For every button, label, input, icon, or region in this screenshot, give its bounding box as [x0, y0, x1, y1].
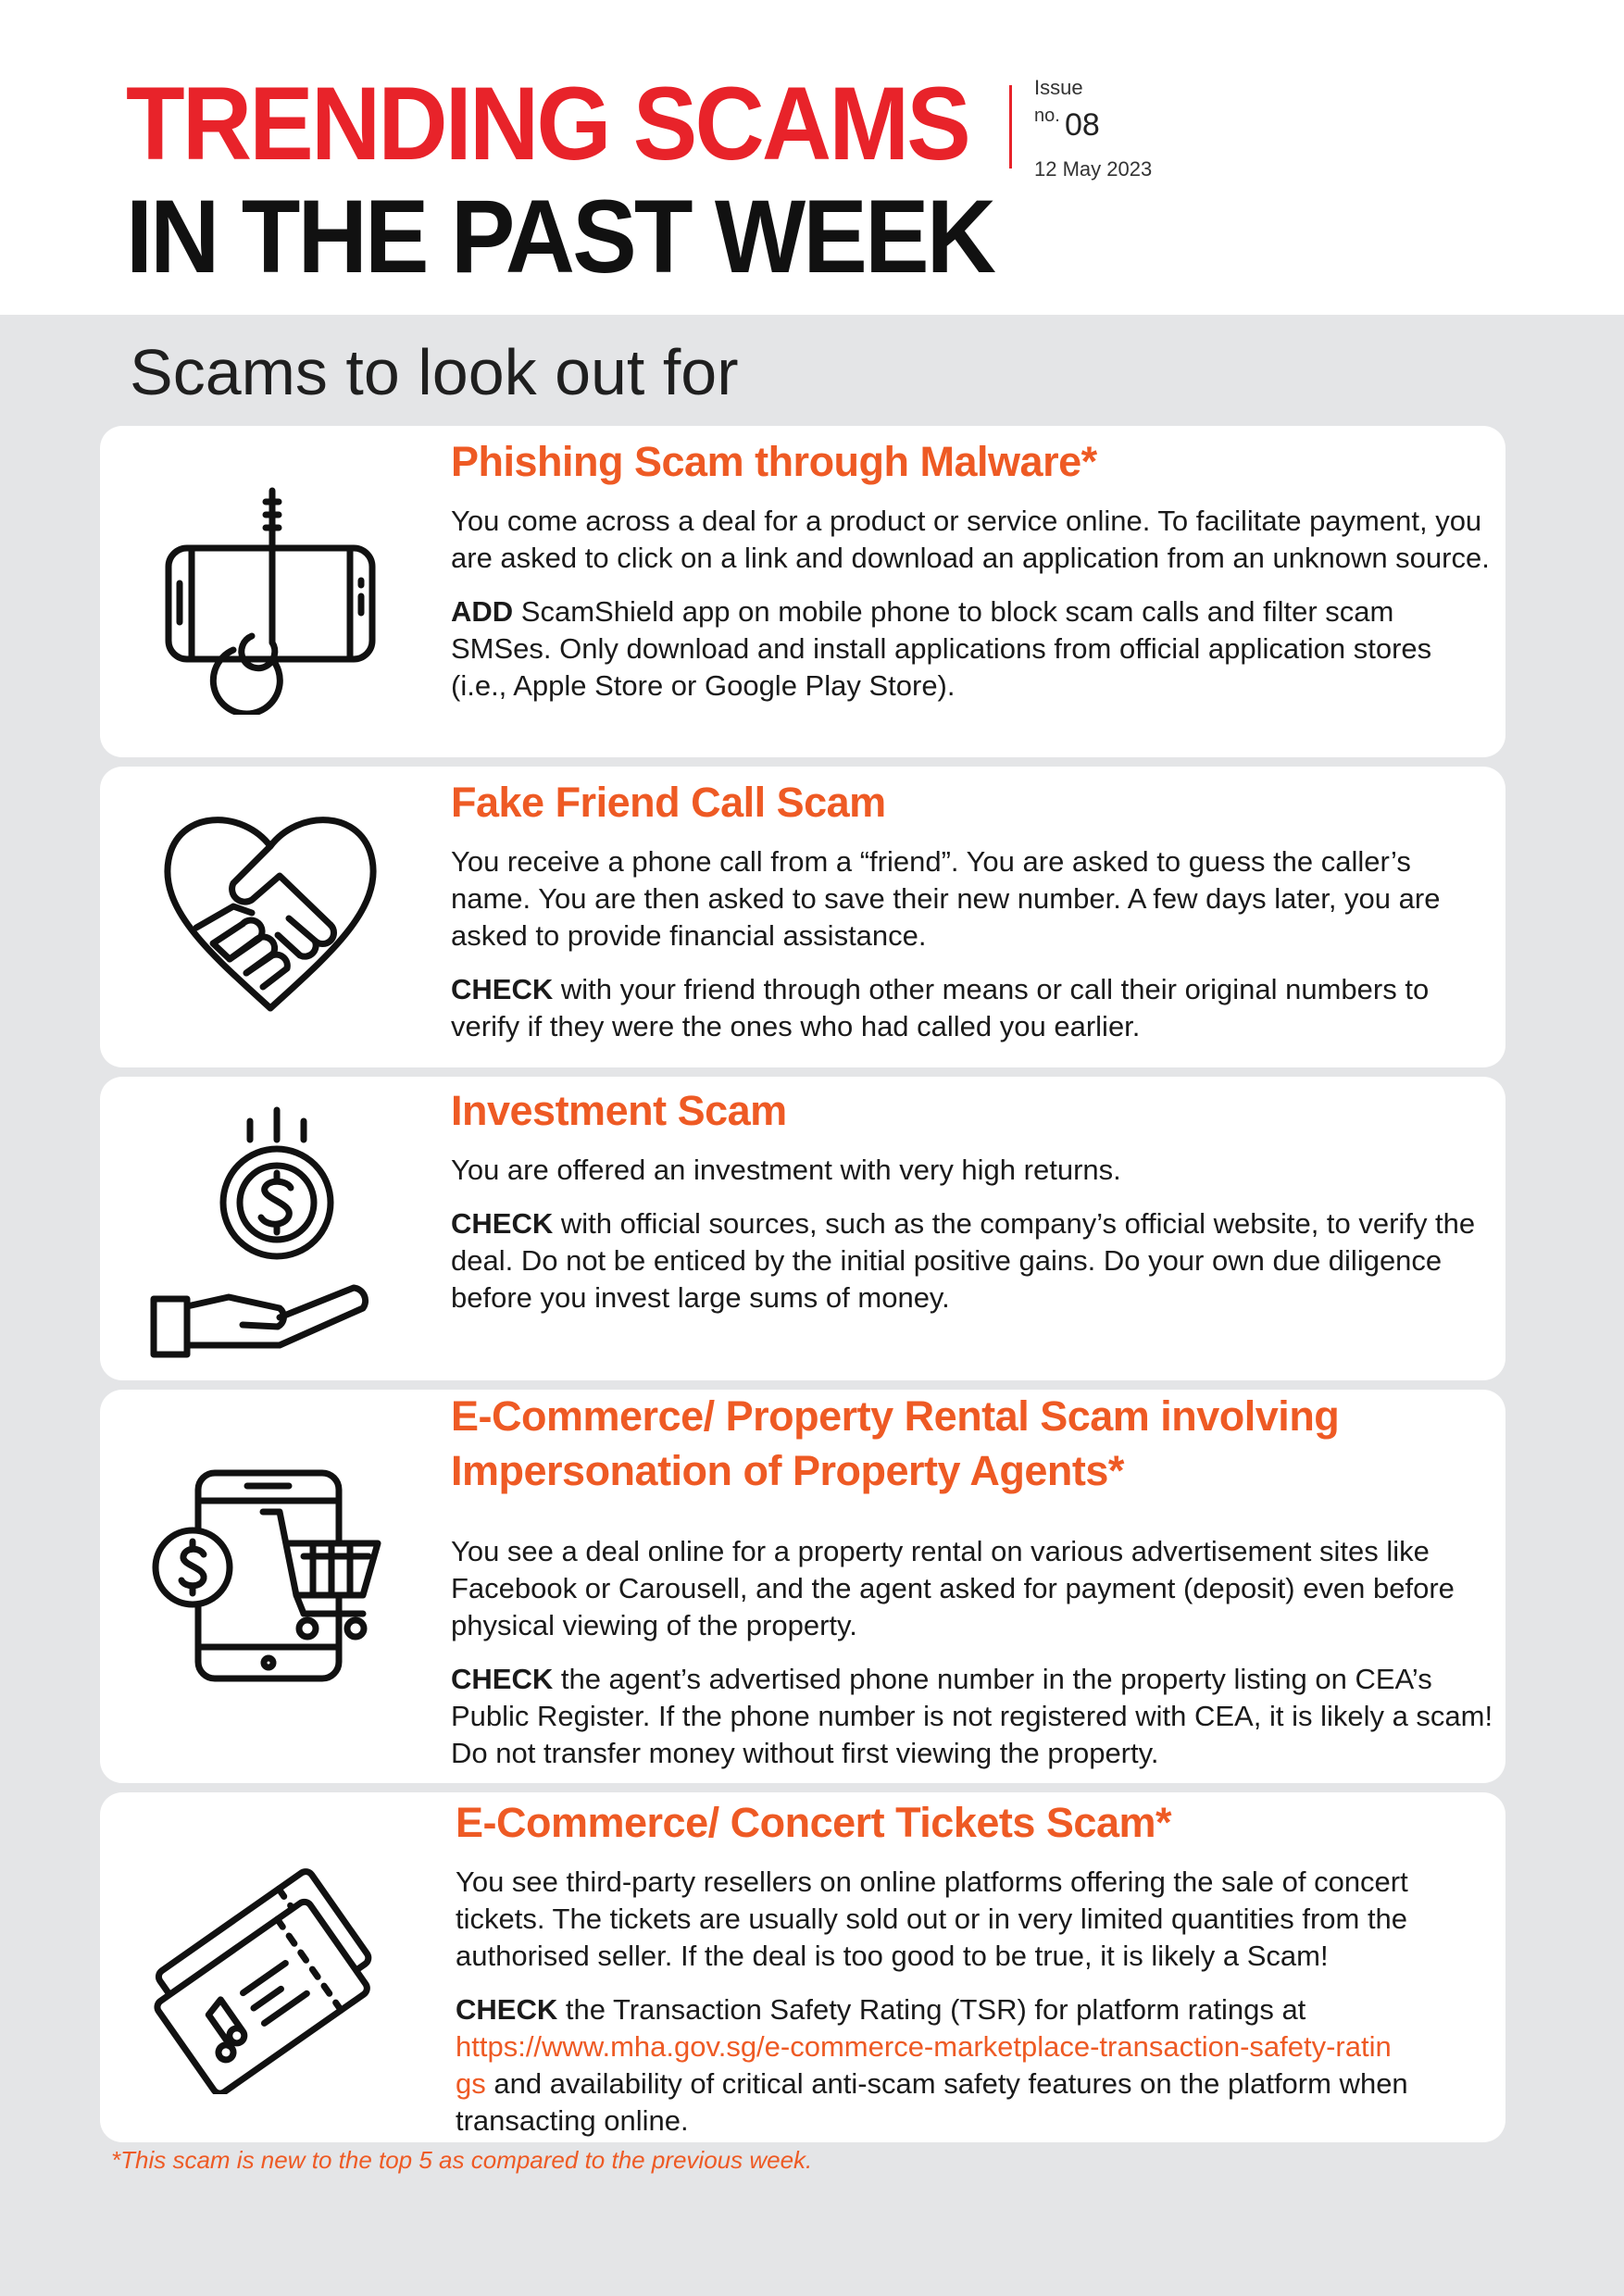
scam-card-investment: Investment Scam You are offered an inves… [100, 1077, 1505, 1380]
scam-title: Investment Scam [451, 1087, 787, 1134]
concert-tickets-icon [141, 1853, 400, 2094]
scam-advice: CHECK the agent’s advertised phone numbe… [451, 1661, 1494, 1772]
scam-advice: CHECK the Transaction Safety Rating (TSR… [456, 1991, 1494, 2140]
advice-text: the Transaction Safety Rating (TSR) for … [557, 1992, 1306, 2026]
issue-label: Issue [1034, 76, 1083, 99]
page-title-line-2: IN THE PAST WEEK [126, 179, 996, 294]
scam-description: You see third-party resellers on online … [456, 1865, 1408, 1972]
advice-text: with your friend through other means or … [451, 972, 1430, 1042]
heart-handshake-icon [141, 809, 400, 1022]
scam-title: Fake Friend Call Scam [451, 779, 886, 826]
phone-cart-dollar-icon [141, 1466, 400, 1688]
coin-hand-icon [141, 1103, 400, 1362]
advice-keyword: CHECK [456, 1992, 558, 2026]
issue-number: 08 [1065, 107, 1100, 143]
scam-card-fake-friend: Fake Friend Call Scam You receive a phon… [100, 767, 1505, 1067]
advice-keyword: CHECK [451, 1206, 554, 1240]
advice-keyword: CHECK [451, 972, 554, 1005]
scam-advice: CHECK with official sources, such as the… [451, 1205, 1494, 1316]
scam-card-property-rental: E-Commerce/ Property Rental Scam involvi… [100, 1390, 1505, 1783]
phone-hook-icon [141, 483, 400, 715]
scam-title: E-Commerce/ Concert Tickets Scam* [456, 1799, 1172, 1846]
issue-divider [1009, 85, 1012, 168]
advice-keyword: ADD [451, 594, 514, 628]
page-title-line-1: TRENDING SCAMS [126, 66, 971, 181]
footnote: *This scam is new to the top 5 as compar… [111, 2146, 813, 2174]
scam-title-line-2: Impersonation of Property Agents* [451, 1446, 1124, 1494]
page-header: TRENDING SCAMS IN THE PAST WEEK Issue no… [0, 0, 1624, 315]
scam-description: You come across a deal for a product or … [451, 504, 1490, 574]
scam-card-concert-tickets: E-Commerce/ Concert Tickets Scam* You se… [100, 1792, 1505, 2142]
scam-card-phishing: Phishing Scam through Malware* You come … [100, 426, 1505, 757]
advice-text: ScamShield app on mobile phone to block … [451, 594, 1432, 702]
advice-keyword: CHECK [451, 1663, 554, 1695]
scam-description: You receive a phone call from a “friend”… [451, 844, 1441, 952]
tsr-link-continued[interactable]: gs [456, 2066, 486, 2100]
issue-number-prefix: no. [1034, 106, 1060, 126]
scam-description: You see a deal online for a property ren… [451, 1535, 1455, 1641]
scam-description: You are offered an investment with very … [451, 1153, 1121, 1186]
advice-text: the agent’s advertised phone number in t… [451, 1663, 1493, 1769]
scam-title-line-1: E-Commerce/ Property Rental Scam involvi… [451, 1392, 1340, 1440]
tsr-link[interactable]: https://www.mha.gov.sg/e-commerce-market… [456, 2029, 1392, 2063]
advice-text-continued: and availability of critical anti-scam s… [456, 2066, 1408, 2137]
scam-title: Phishing Scam through Malware* [451, 438, 1097, 485]
scam-advice: ADD ScamShield app on mobile phone to bl… [451, 593, 1494, 705]
issue-date: 12 May 2023 [1034, 157, 1153, 181]
advice-text: with official sources, such as the compa… [451, 1206, 1476, 1314]
section-heading: Scams to look out for [130, 336, 739, 408]
scam-advice: CHECK with your friend through other mea… [451, 971, 1494, 1045]
